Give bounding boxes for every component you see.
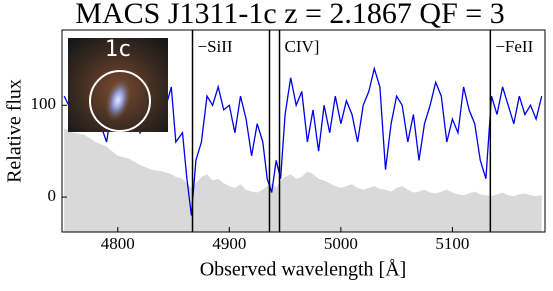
chart-title: MACS J1311-1c z = 2.1867 QF = 3 xyxy=(75,0,504,30)
y-axis-label: Relative flux xyxy=(4,79,26,183)
inset-label: 1c xyxy=(105,37,132,62)
inset-image: 1c xyxy=(68,37,168,132)
x-tick-label: 5100 xyxy=(435,234,469,253)
y-tick-label: 0 xyxy=(48,186,57,205)
plot-frame xyxy=(61,29,546,233)
error-area xyxy=(64,128,542,232)
x-axis-label: Observed wavelength [Å] xyxy=(200,259,407,281)
x-tick-label: 5000 xyxy=(324,234,358,253)
x-tick-label: 4800 xyxy=(101,234,135,253)
x-tick-label: 4900 xyxy=(212,234,246,253)
y-tick-label: 100 xyxy=(31,94,57,113)
line-label: −SiII xyxy=(198,37,233,56)
line-label: −FeII xyxy=(495,37,533,56)
line-label: CIV] xyxy=(285,37,320,56)
spectrum-line xyxy=(63,66,543,216)
